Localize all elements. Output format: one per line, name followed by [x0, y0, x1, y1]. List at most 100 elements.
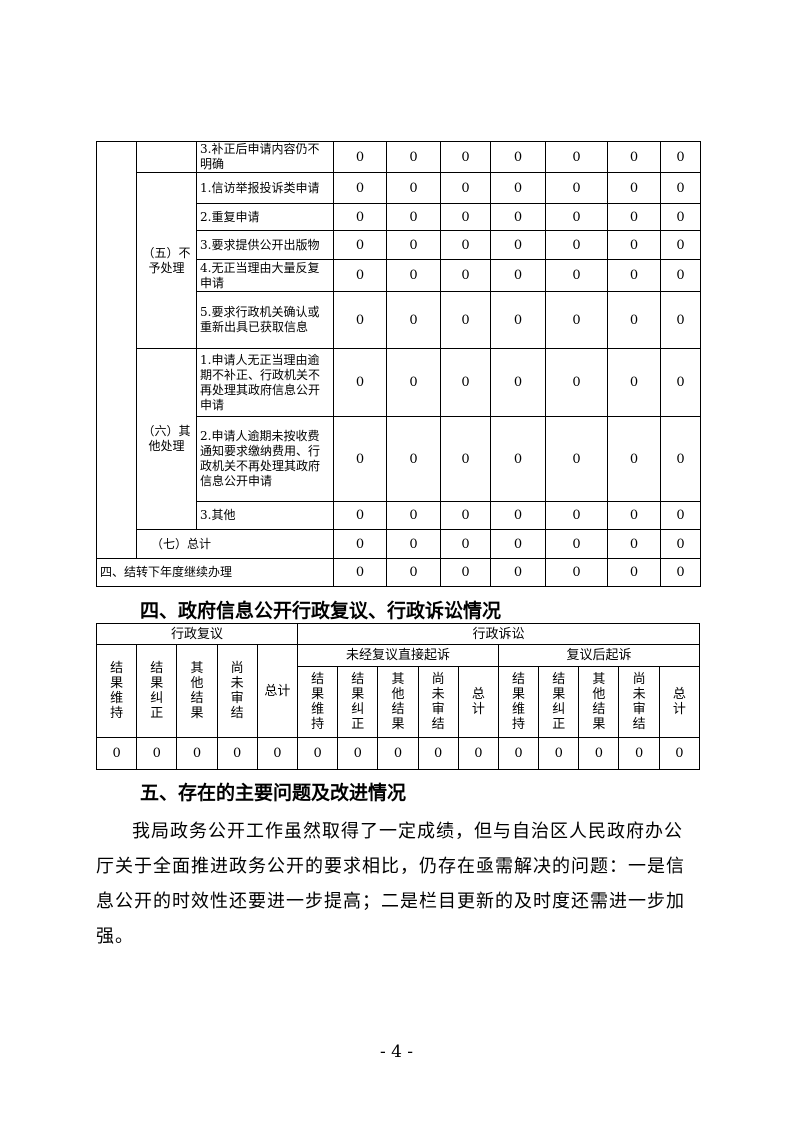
value-cell: 0 [660, 529, 701, 559]
column-header-label: 总计 [471, 687, 485, 717]
value-cell: 0 [497, 737, 540, 770]
column-header-label: 结果维持 [110, 661, 124, 721]
column-header: 尚未审结 [417, 666, 459, 738]
value-cell: 0 [440, 416, 491, 502]
value-cell: 0 [545, 501, 608, 530]
value-cell: 0 [545, 230, 608, 260]
value-cell: 0 [490, 529, 546, 559]
column-header-label: 尚未审结 [230, 661, 244, 721]
value-cell: 0 [440, 529, 491, 559]
value-cell: 0 [386, 203, 441, 231]
value-cell: 0 [333, 348, 387, 417]
value-cell: 0 [490, 416, 546, 502]
column-header-label: 尚未审结 [431, 672, 445, 732]
column-header-label: 其他结果 [391, 672, 405, 732]
value-cell: 0 [658, 737, 701, 770]
value-cell: 0 [490, 203, 546, 231]
group-cell: （五）不予处理 [136, 172, 197, 349]
value-cell: 0 [386, 416, 441, 502]
value-cell: 0 [386, 501, 441, 530]
value-cell: 0 [538, 737, 580, 770]
table-row: （五）不予处理 1.信访举报投诉类申请 0 0 0 0 0 0 0 [97, 172, 701, 349]
column-header: 其他结果 [176, 644, 218, 738]
value-cell: 0 [660, 203, 701, 231]
litigation-header: 行政诉讼 [296, 623, 701, 645]
value-cell: 0 [440, 558, 491, 587]
column-header-label: 其他结果 [190, 661, 204, 721]
value-cell: 0 [545, 172, 608, 204]
value-cell: 0 [440, 172, 491, 204]
value-cell: 0 [660, 501, 701, 530]
direct-suit-header: 未经复议直接起诉 [296, 644, 499, 667]
item-label: 5.要求行政机关确认或重新出具已获取信息 [196, 291, 334, 349]
column-header: 总计 [457, 666, 499, 738]
group-cell: （六）其他处理 [136, 348, 197, 530]
value-cell: 0 [490, 558, 546, 587]
value-cell: 0 [337, 737, 379, 770]
value-cell: 0 [607, 558, 661, 587]
item-label: 1.信访举报投诉类申请 [196, 172, 334, 204]
column-header: 其他结果 [578, 666, 620, 738]
item-label: 2.申请人逾期未按收费通知要求缴纳费用、行政机关不再处理其政府信息公开申请 [196, 416, 334, 502]
value-cell: 0 [440, 291, 491, 349]
column-header-label: 结果维持 [512, 672, 526, 732]
value-cell: 0 [136, 737, 178, 770]
item-label: 1.申请人无正当理由逾期不补正、行政机关不再处理其政府信息公开申请 [196, 348, 334, 417]
value-cell: 0 [417, 737, 459, 770]
value-cell: 0 [333, 416, 387, 502]
value-cell: 0 [490, 291, 546, 349]
value-cell: 0 [333, 529, 387, 559]
table-row: 4.无正当理由大量反复申请 0 0 0 0 0 0 0 [97, 259, 701, 292]
value-cell: 0 [545, 203, 608, 231]
value-cell: 0 [386, 529, 441, 559]
value-cell: 0 [440, 259, 491, 292]
value-cell: 0 [607, 416, 661, 502]
value-cell: 0 [660, 259, 701, 292]
item-label: 2.重复申请 [196, 203, 334, 231]
after-review-header: 复议后起诉 [497, 644, 701, 667]
table-row: 3.补正后申请内容仍不明确 0 0 0 0 0 0 0 [96, 141, 701, 559]
value-cell: 0 [545, 259, 608, 292]
carry-label: 四、结转下年度继续办理 [96, 558, 334, 587]
value-cell: 0 [333, 230, 387, 260]
item-label: 3.补正后申请内容仍不明确 [196, 141, 334, 173]
value-cell: 0 [386, 141, 441, 173]
item-label: 3.要求提供公开出版物 [196, 230, 334, 260]
value-cell: 0 [660, 230, 701, 260]
column-header: 尚未审结 [216, 644, 258, 738]
value-cell: 0 [490, 259, 546, 292]
carry-row: 四、结转下年度继续办理 0 0 0 0 0 0 0 [96, 558, 701, 587]
value-cell: 0 [607, 501, 661, 530]
section-4-heading: 四、政府信息公开行政复议、行政诉讼情况 [140, 600, 502, 622]
column-header-label: 尚未审结 [632, 672, 646, 732]
value-cell: 0 [660, 416, 701, 502]
value-cell: 0 [440, 203, 491, 231]
column-header: 结果纠正 [538, 666, 580, 738]
column-header: 其他结果 [377, 666, 419, 738]
table-row: 3.其他 0 0 0 0 0 0 0 [97, 501, 701, 530]
value-cell: 0 [607, 230, 661, 260]
table-row: 2.申请人逾期未按收费通知要求缴纳费用、行政机关不再处理其政府信息公开申请 0 0 0… [97, 416, 701, 502]
value-cell: 0 [545, 416, 608, 502]
value-cell: 0 [660, 348, 701, 417]
section-5-heading: 五、存在的主要问题及改进情况 [140, 782, 407, 804]
value-cell: 0 [333, 203, 387, 231]
value-cell: 0 [545, 558, 608, 587]
value-cell: 0 [578, 737, 620, 770]
column-header-label: 结果纠正 [351, 672, 365, 732]
value-cell: 0 [333, 141, 387, 173]
column-header: 总计 [256, 644, 298, 738]
value-cell: 0 [618, 737, 660, 770]
value-cell: 0 [216, 737, 258, 770]
value-cell: 0 [440, 348, 491, 417]
table-row: 2.重复申请 0 0 0 0 0 0 0 [97, 203, 701, 231]
table-row: （六）其他处理 1.申请人无正当理由逾期不补正、行政机关不再处理其政府信息公开申请… [97, 348, 701, 530]
value-cell: 0 [545, 141, 608, 173]
column-header: 结果维持 [95, 644, 138, 738]
page-number: - 4 - [379, 1042, 414, 1062]
value-cell: 0 [377, 737, 419, 770]
value-cell: 0 [607, 203, 661, 231]
value-cell: 0 [660, 172, 701, 204]
value-cell: 0 [660, 291, 701, 349]
column-header: 结果纠正 [136, 644, 178, 738]
